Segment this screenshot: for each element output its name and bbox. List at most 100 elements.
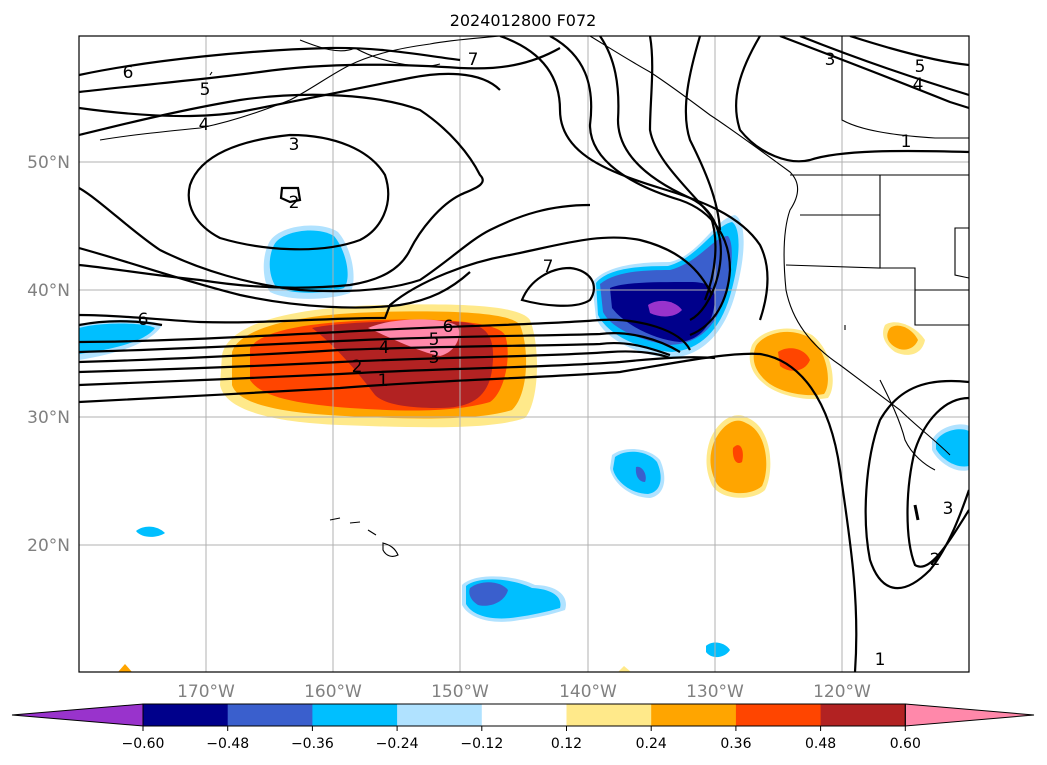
trough-contour-c bbox=[599, 36, 722, 321]
figure-title: 2024012800 F072 bbox=[450, 11, 597, 30]
contour-3-low bbox=[187, 133, 390, 251]
trough-contour-b bbox=[549, 36, 732, 337]
warm-anomaly-south-core bbox=[732, 445, 743, 464]
contour-3-ne bbox=[779, 36, 969, 110]
lon-label: 120°W bbox=[813, 682, 871, 702]
contour-4-outer bbox=[79, 93, 484, 289]
contour-2-low bbox=[279, 186, 302, 204]
jet-contour-4 bbox=[79, 342, 671, 364]
contour-label: 5 bbox=[200, 80, 211, 100]
cool-anomaly-small-a bbox=[136, 526, 165, 537]
contour-label: 3 bbox=[429, 348, 440, 368]
colorbar-segment bbox=[566, 704, 652, 726]
contour-label: 2 bbox=[930, 550, 941, 570]
graticule bbox=[79, 36, 969, 672]
warm-anomaly-bottom-a bbox=[118, 664, 132, 672]
trough-contour-d bbox=[648, 36, 717, 301]
cool-anomaly-small-b bbox=[706, 642, 730, 658]
jet-contour-6 bbox=[79, 318, 691, 351]
contour-label: 4 bbox=[199, 115, 210, 135]
contour-5-outer bbox=[79, 187, 591, 293]
colorbar-segment bbox=[820, 704, 906, 726]
contour-label: 3 bbox=[943, 499, 954, 519]
colorbar-segment bbox=[651, 704, 737, 726]
contour-label: 7 bbox=[468, 50, 479, 70]
contour-labels: 7 6 5 4 3 2 3 5 4 1 7 6 6 5 4 3 2 1 3 2 … bbox=[123, 50, 954, 670]
state-borders bbox=[785, 175, 969, 330]
contour-label: 1 bbox=[901, 132, 912, 152]
colorbar-tick-label: −0.24 bbox=[376, 736, 419, 752]
jet-contour-1 bbox=[79, 352, 858, 672]
trough-contour-a bbox=[499, 36, 769, 321]
colorbar-tick-label: −0.36 bbox=[291, 736, 334, 752]
colorbar-segment bbox=[312, 704, 398, 726]
colorbar-tick-label: 0.12 bbox=[551, 736, 582, 752]
colorbar-extend-high bbox=[904, 703, 1035, 727]
jet-contour-2 bbox=[79, 356, 716, 387]
contour-4-ne bbox=[799, 36, 969, 97]
lon-label: 150°W bbox=[431, 682, 489, 702]
jet-contour-5 bbox=[79, 332, 681, 354]
cool-anomaly-west bbox=[269, 230, 348, 293]
cool-anomaly-060 bbox=[648, 300, 682, 317]
contour-label: 2 bbox=[352, 357, 363, 377]
colorbar-segment bbox=[481, 704, 567, 726]
contour-lines bbox=[79, 36, 969, 672]
colorbar-tick-label: −0.60 bbox=[122, 736, 165, 752]
contour-5-north bbox=[79, 47, 561, 94]
contour-label: 1 bbox=[875, 650, 886, 670]
contour-label: 5 bbox=[429, 330, 440, 350]
baja-coast bbox=[879, 379, 936, 471]
map-panel: 7 6 5 4 3 2 3 5 4 1 7 6 6 5 4 3 2 1 3 2 … bbox=[78, 35, 970, 673]
lat-label: 40°N bbox=[27, 281, 70, 301]
map-frame bbox=[78, 35, 970, 673]
contour-label: 2 bbox=[289, 193, 300, 213]
lon-label: 170°W bbox=[177, 682, 235, 702]
contour-6-edge bbox=[79, 320, 163, 327]
colorbar-segment bbox=[227, 704, 313, 726]
warm-anomaly-coast-core bbox=[778, 348, 810, 371]
contour-label: 6 bbox=[443, 317, 454, 337]
jet-contour-3 bbox=[79, 350, 671, 374]
contour-label: 3 bbox=[825, 50, 836, 70]
contour-4-north bbox=[79, 72, 501, 118]
trough-contour-e bbox=[684, 36, 722, 231]
colorbar: −0.60 −0.48 −0.36 −0.24 −0.12 0.12 0.24 0.36 0.4… bbox=[11, 703, 1035, 752]
lat-label: 30°N bbox=[27, 408, 70, 428]
cool-anomaly-tropic-core bbox=[469, 582, 508, 606]
alaska-border bbox=[841, 36, 969, 139]
baja-island bbox=[913, 504, 920, 521]
lat-label: 50°N bbox=[27, 153, 70, 173]
warm-anomaly-bottom-b bbox=[618, 666, 631, 672]
colorbar-segment bbox=[143, 704, 229, 726]
contour-label: 4 bbox=[379, 338, 390, 358]
contour-6-mid bbox=[79, 246, 471, 309]
contour-1-ne bbox=[734, 36, 969, 163]
cool-anomaly-edge bbox=[79, 323, 155, 354]
cool-anomaly-gulf bbox=[936, 429, 969, 467]
colorbar-tick-label: −0.12 bbox=[460, 736, 503, 752]
hawaii-islands bbox=[329, 517, 399, 557]
contour-label: 5 bbox=[915, 57, 926, 77]
colorbar-segment bbox=[735, 704, 822, 726]
lon-label: 160°W bbox=[304, 682, 362, 702]
longitude-labels: 170°W 160°W 150°W 140°W 130°W 120°W bbox=[177, 682, 871, 702]
contour-label: 6 bbox=[123, 63, 134, 83]
contour-label: 7 bbox=[543, 257, 554, 277]
colorbar-tick-label: 0.36 bbox=[720, 736, 751, 752]
lon-label: 130°W bbox=[686, 682, 744, 702]
colorbar-tick-label: 0.60 bbox=[890, 736, 921, 752]
contour-7-jet bbox=[79, 236, 713, 324]
colorbar-extend-low bbox=[11, 703, 144, 727]
latitude-labels: 50°N 40°N 30°N 20°N bbox=[27, 153, 70, 556]
colorbar-tick-label: 0.24 bbox=[636, 736, 667, 752]
colorbar-tick-label: 0.48 bbox=[805, 736, 836, 752]
contour-label: 6 bbox=[138, 310, 149, 330]
contour-label: 3 bbox=[289, 135, 300, 155]
colorbar-tick-label: −0.48 bbox=[206, 736, 249, 752]
contour-6-north bbox=[79, 46, 461, 77]
contour-7-mid bbox=[520, 266, 595, 307]
lat-label: 20°N bbox=[27, 536, 70, 556]
contour-3-se bbox=[906, 396, 969, 568]
